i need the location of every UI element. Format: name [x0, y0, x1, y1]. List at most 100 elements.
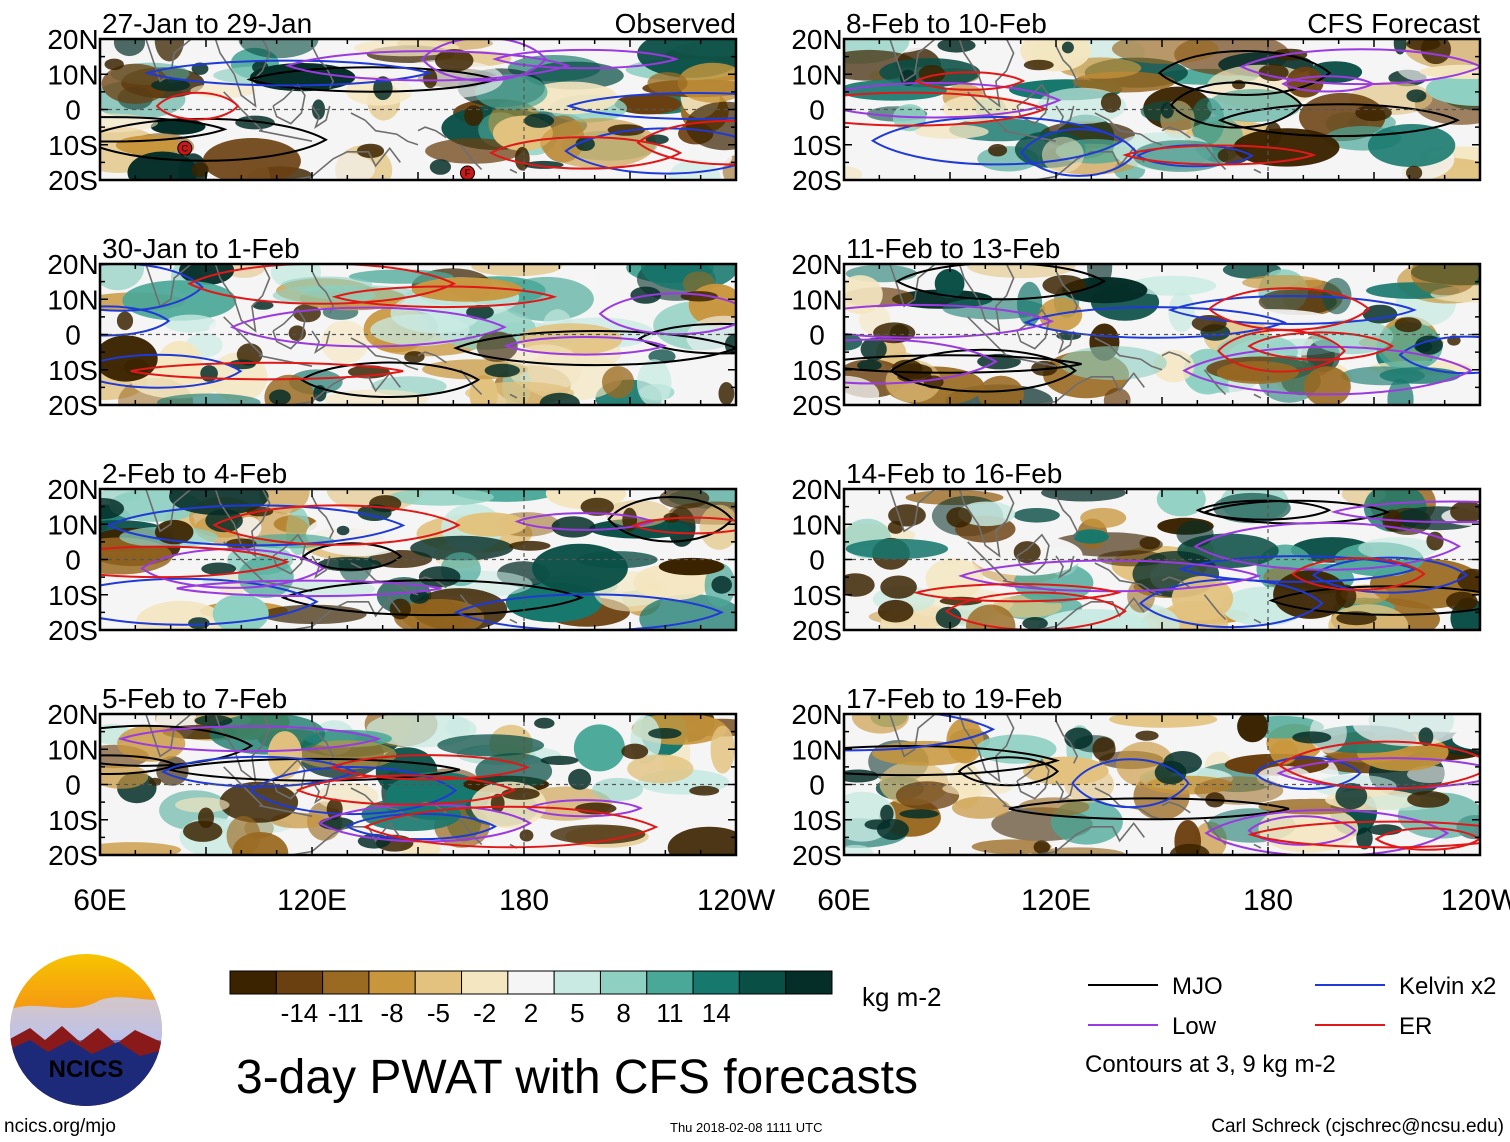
y-tick-label: 20S: [792, 840, 842, 871]
footer-credit: Carl Schreck (cjschrec@ncsu.edu): [1211, 1116, 1504, 1137]
figure-title: 3-day PWAT with CFS forecasts: [236, 1051, 918, 1104]
y-tick-label: 0: [65, 95, 81, 126]
panel-title: 30-Jan to 1-Feb: [102, 233, 300, 264]
y-tick-label: 0: [65, 545, 81, 576]
contours-note: Contours at 3, 9 kg m-2: [1085, 1051, 1336, 1078]
x-tick-label: 120W: [1441, 884, 1510, 917]
x-tick-label: 60E: [73, 884, 126, 917]
x-tick-label: 120E: [277, 884, 347, 917]
legend-label: MJO: [1172, 973, 1223, 1000]
colorbar-bin: [553, 970, 601, 995]
panel-title: 8-Feb to 10-Feb: [846, 8, 1047, 39]
logo-text: NCICS: [49, 1056, 124, 1083]
pwat-field: [100, 714, 736, 855]
storm-marker-label: F: [465, 168, 471, 178]
y-tick-label: 10S: [48, 355, 98, 386]
y-tick-label: 10S: [792, 130, 842, 161]
colorbar-bin: [692, 970, 740, 995]
storm-marker-label: C: [182, 143, 189, 153]
legend-item-mjo: MJO: [1088, 973, 1223, 1000]
pwat-field: [844, 489, 1480, 630]
y-tick-label: 10N: [47, 59, 98, 90]
colorbar-bin: [414, 970, 463, 995]
y-tick-label: 20S: [48, 165, 98, 196]
y-tick-label: 0: [809, 320, 825, 351]
y-tick-label: 20S: [792, 165, 842, 196]
footer-timestamp: Thu 2018-02-08 1111 UTC: [670, 1120, 823, 1135]
panel-8-feb-to-10-feb: 20N 10N 0 10S 20S 8-Feb to 10-Feb CFS Forecast: [791, 8, 1482, 196]
legend-label: Kelvin x2: [1399, 973, 1496, 1000]
y-tick-label: 10N: [791, 509, 842, 540]
panel-title: 27-Jan to 29-Jan: [102, 8, 312, 39]
y-tick-label: 20N: [47, 474, 98, 505]
colorbar-tick-label: -5: [427, 998, 450, 1028]
footer-website[interactable]: ncics.org/mjo: [4, 1116, 116, 1137]
colorbar-bin: [368, 970, 416, 995]
colorbar-bin: [507, 970, 555, 995]
column-header: CFS Forecast: [1307, 8, 1480, 39]
y-tick-label: 10N: [791, 284, 842, 315]
panel-title: 14-Feb to 16-Feb: [846, 458, 1062, 489]
y-tick-label: 20N: [47, 699, 98, 730]
colorbar-tick-label: -14: [281, 998, 319, 1028]
pwat-field: [100, 264, 736, 405]
pwat-field: [844, 264, 1480, 405]
colorbar-bin: [461, 970, 509, 995]
pwat-field: [100, 39, 736, 180]
panel-5-feb-to-7-feb: 20N 10N 0 10S 20S 5-Feb to 7-Feb: [47, 683, 738, 871]
y-tick-label: 10S: [48, 130, 98, 161]
y-tick-label: 20S: [48, 840, 98, 871]
y-tick-label: 20N: [791, 699, 842, 730]
y-tick-label: 20N: [47, 249, 98, 280]
colorbar-units: kg m-2: [862, 982, 942, 1012]
y-tick-label: 20S: [48, 390, 98, 421]
x-tick-label: 120W: [697, 884, 776, 917]
panel-30-jan-to-1-feb: 20N 10N 0 10S 20S 30-Jan to 1-Feb: [47, 233, 738, 421]
panel-17-feb-to-19-feb: 20N 10N 0 10S 20S 17-Feb to 19-Feb: [791, 683, 1482, 871]
panel-14-feb-to-16-feb: 20N 10N 0 10S 20S 14-Feb to 16-Feb: [791, 458, 1482, 646]
y-tick-label: 20N: [47, 24, 98, 55]
pwat-field: [844, 714, 1480, 855]
y-tick-label: 20N: [791, 24, 842, 55]
y-tick-label: 20S: [792, 390, 842, 421]
colorbar-tick-label: 14: [702, 998, 731, 1028]
colorbar-tick-label: 11: [656, 998, 683, 1028]
colorbar-tick-label: -8: [381, 998, 404, 1028]
y-tick-label: 10S: [48, 580, 98, 611]
y-tick-label: 0: [809, 95, 825, 126]
column-header: Observed: [615, 8, 736, 39]
y-tick-label: 0: [65, 770, 81, 801]
x-tick-label: 180: [499, 884, 549, 917]
colorbar-tick-label: -11: [328, 998, 364, 1028]
panel-11-feb-to-13-feb: 20N 10N 0 10S 20S 11-Feb to 13-Feb: [791, 233, 1482, 421]
colorbar-tick-label: -2: [473, 998, 496, 1028]
x-tick-label: 120E: [1021, 884, 1091, 917]
y-tick-label: 10N: [47, 734, 98, 765]
colorbar-bin: [738, 970, 787, 995]
pwat-field: [100, 489, 736, 630]
pwat-field: [844, 39, 1480, 180]
panel-title: 17-Feb to 19-Feb: [846, 683, 1062, 714]
panel-2-feb-to-4-feb: 20N 10N 0 10S 20S 2-Feb to 4-Feb: [47, 458, 738, 646]
y-tick-label: 0: [65, 320, 81, 351]
colorbar-bin: [646, 970, 694, 995]
colorbar-bin: [229, 970, 277, 995]
y-tick-label: 20S: [48, 615, 98, 646]
colorbar-bin: [275, 970, 324, 995]
colorbar-bin: [322, 970, 370, 995]
y-tick-label: 10N: [47, 284, 98, 315]
panel-title: 5-Feb to 7-Feb: [102, 683, 287, 714]
y-tick-label: 10S: [48, 805, 98, 836]
y-tick-label: 0: [809, 545, 825, 576]
colorbar-tick-label: 5: [570, 998, 584, 1028]
y-tick-label: 20N: [791, 249, 842, 280]
contour-legend: MJO Kelvin x2 Low ER: [1088, 973, 1496, 1040]
x-tick-label: 60E: [817, 884, 870, 917]
legend-item-low: Low: [1088, 1013, 1217, 1040]
panel-title: 11-Feb to 13-Feb: [846, 233, 1060, 264]
y-tick-label: 10N: [791, 734, 842, 765]
storm-marker: [177, 140, 193, 156]
panel-27-jan-to-29-jan: C F 20N 10N 0 10S 20S 27-Jan to 29-Jan Observed: [47, 8, 738, 196]
y-tick-label: 10S: [792, 580, 842, 611]
